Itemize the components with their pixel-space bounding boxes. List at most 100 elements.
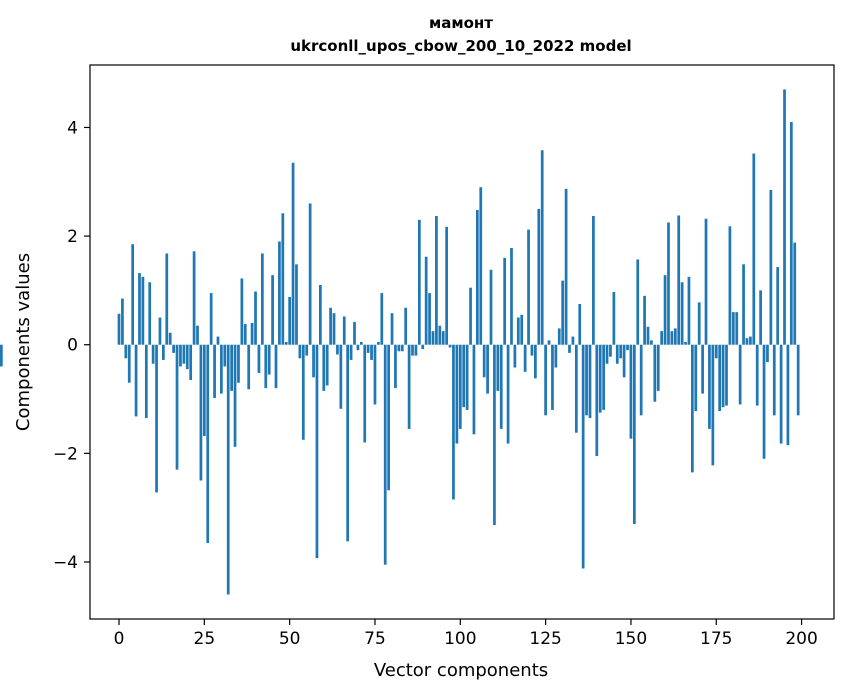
bar [267, 344, 271, 375]
bar [346, 344, 350, 542]
bar [349, 344, 353, 360]
bar [752, 153, 756, 345]
bar [441, 331, 445, 345]
bar [687, 276, 691, 345]
bar [493, 344, 496, 526]
bar [578, 303, 582, 345]
bar [400, 344, 404, 352]
bar [315, 344, 319, 559]
y-tick-label: −4 [53, 553, 78, 573]
bar [769, 189, 773, 345]
bar [626, 344, 629, 351]
ticks-layer: 0 25 50 75 100 125 150 175 200 −4 −2 0 2 4 [53, 118, 818, 649]
bar [749, 336, 752, 345]
bar [243, 324, 247, 345]
bar [786, 344, 790, 446]
bar [322, 344, 326, 391]
bar [377, 342, 380, 345]
bar [639, 344, 643, 416]
bar [745, 338, 749, 345]
bar [373, 344, 377, 405]
bar [510, 248, 513, 345]
bar [121, 298, 124, 345]
x-tick-label: 25 [194, 629, 216, 649]
bar [663, 275, 667, 345]
bar [284, 342, 288, 345]
bar [602, 344, 605, 410]
bar [117, 313, 121, 345]
x-tick-label: 100 [444, 629, 476, 649]
bar [738, 344, 742, 405]
bar [260, 253, 264, 345]
bar [632, 344, 636, 524]
bar [185, 344, 189, 370]
bar [714, 344, 718, 359]
bar [230, 344, 233, 391]
bar [165, 253, 169, 345]
bar [141, 276, 145, 345]
x-tick-label: 150 [615, 629, 647, 649]
bar [796, 344, 800, 416]
bar [158, 317, 162, 345]
bar [619, 344, 623, 359]
bar [595, 344, 599, 457]
bar [516, 317, 520, 345]
bar [363, 344, 367, 443]
bar [592, 215, 595, 345]
bar [520, 314, 524, 345]
bar [472, 344, 476, 435]
bar [465, 344, 469, 410]
bar [486, 344, 489, 394]
bar [380, 293, 384, 345]
bar [783, 89, 786, 345]
bar [301, 344, 305, 440]
bar [482, 344, 486, 378]
bar [718, 344, 722, 411]
bar [435, 215, 438, 345]
bar [551, 344, 554, 410]
bar [387, 344, 390, 491]
bar [295, 264, 298, 345]
bar [148, 282, 152, 345]
bar [704, 218, 708, 345]
x-tick-label: 200 [785, 629, 817, 649]
bar [226, 344, 230, 595]
bar [766, 344, 769, 363]
bar [513, 344, 517, 368]
bar [598, 344, 602, 413]
bar [496, 344, 500, 391]
bar [776, 267, 780, 345]
bar [653, 344, 657, 402]
bar [660, 331, 664, 345]
bar [452, 344, 455, 500]
bar [216, 336, 220, 345]
bar [182, 344, 186, 364]
bar [684, 342, 687, 345]
bar [735, 312, 739, 345]
bar [680, 282, 684, 345]
bars-layer [0, 89, 800, 595]
bar [694, 344, 698, 411]
bar [544, 344, 547, 416]
bar [390, 313, 394, 345]
bar [701, 344, 704, 394]
bar [615, 344, 619, 364]
bar [240, 278, 244, 345]
bar [547, 340, 551, 345]
plot-frame [89, 64, 835, 620]
bar [305, 344, 309, 356]
bar [721, 344, 725, 408]
bar [728, 226, 732, 345]
y-tick-label: 0 [67, 336, 78, 356]
bar [189, 344, 193, 381]
bar [417, 219, 421, 345]
x-tick-label: 50 [279, 629, 301, 649]
bar [673, 328, 677, 345]
bar [557, 328, 561, 345]
chart-title-line1: мамонт [429, 14, 493, 32]
bar [291, 162, 295, 345]
y-tick-label: −2 [53, 444, 78, 464]
bar [462, 344, 466, 408]
bar [131, 244, 135, 345]
bar [670, 331, 674, 345]
